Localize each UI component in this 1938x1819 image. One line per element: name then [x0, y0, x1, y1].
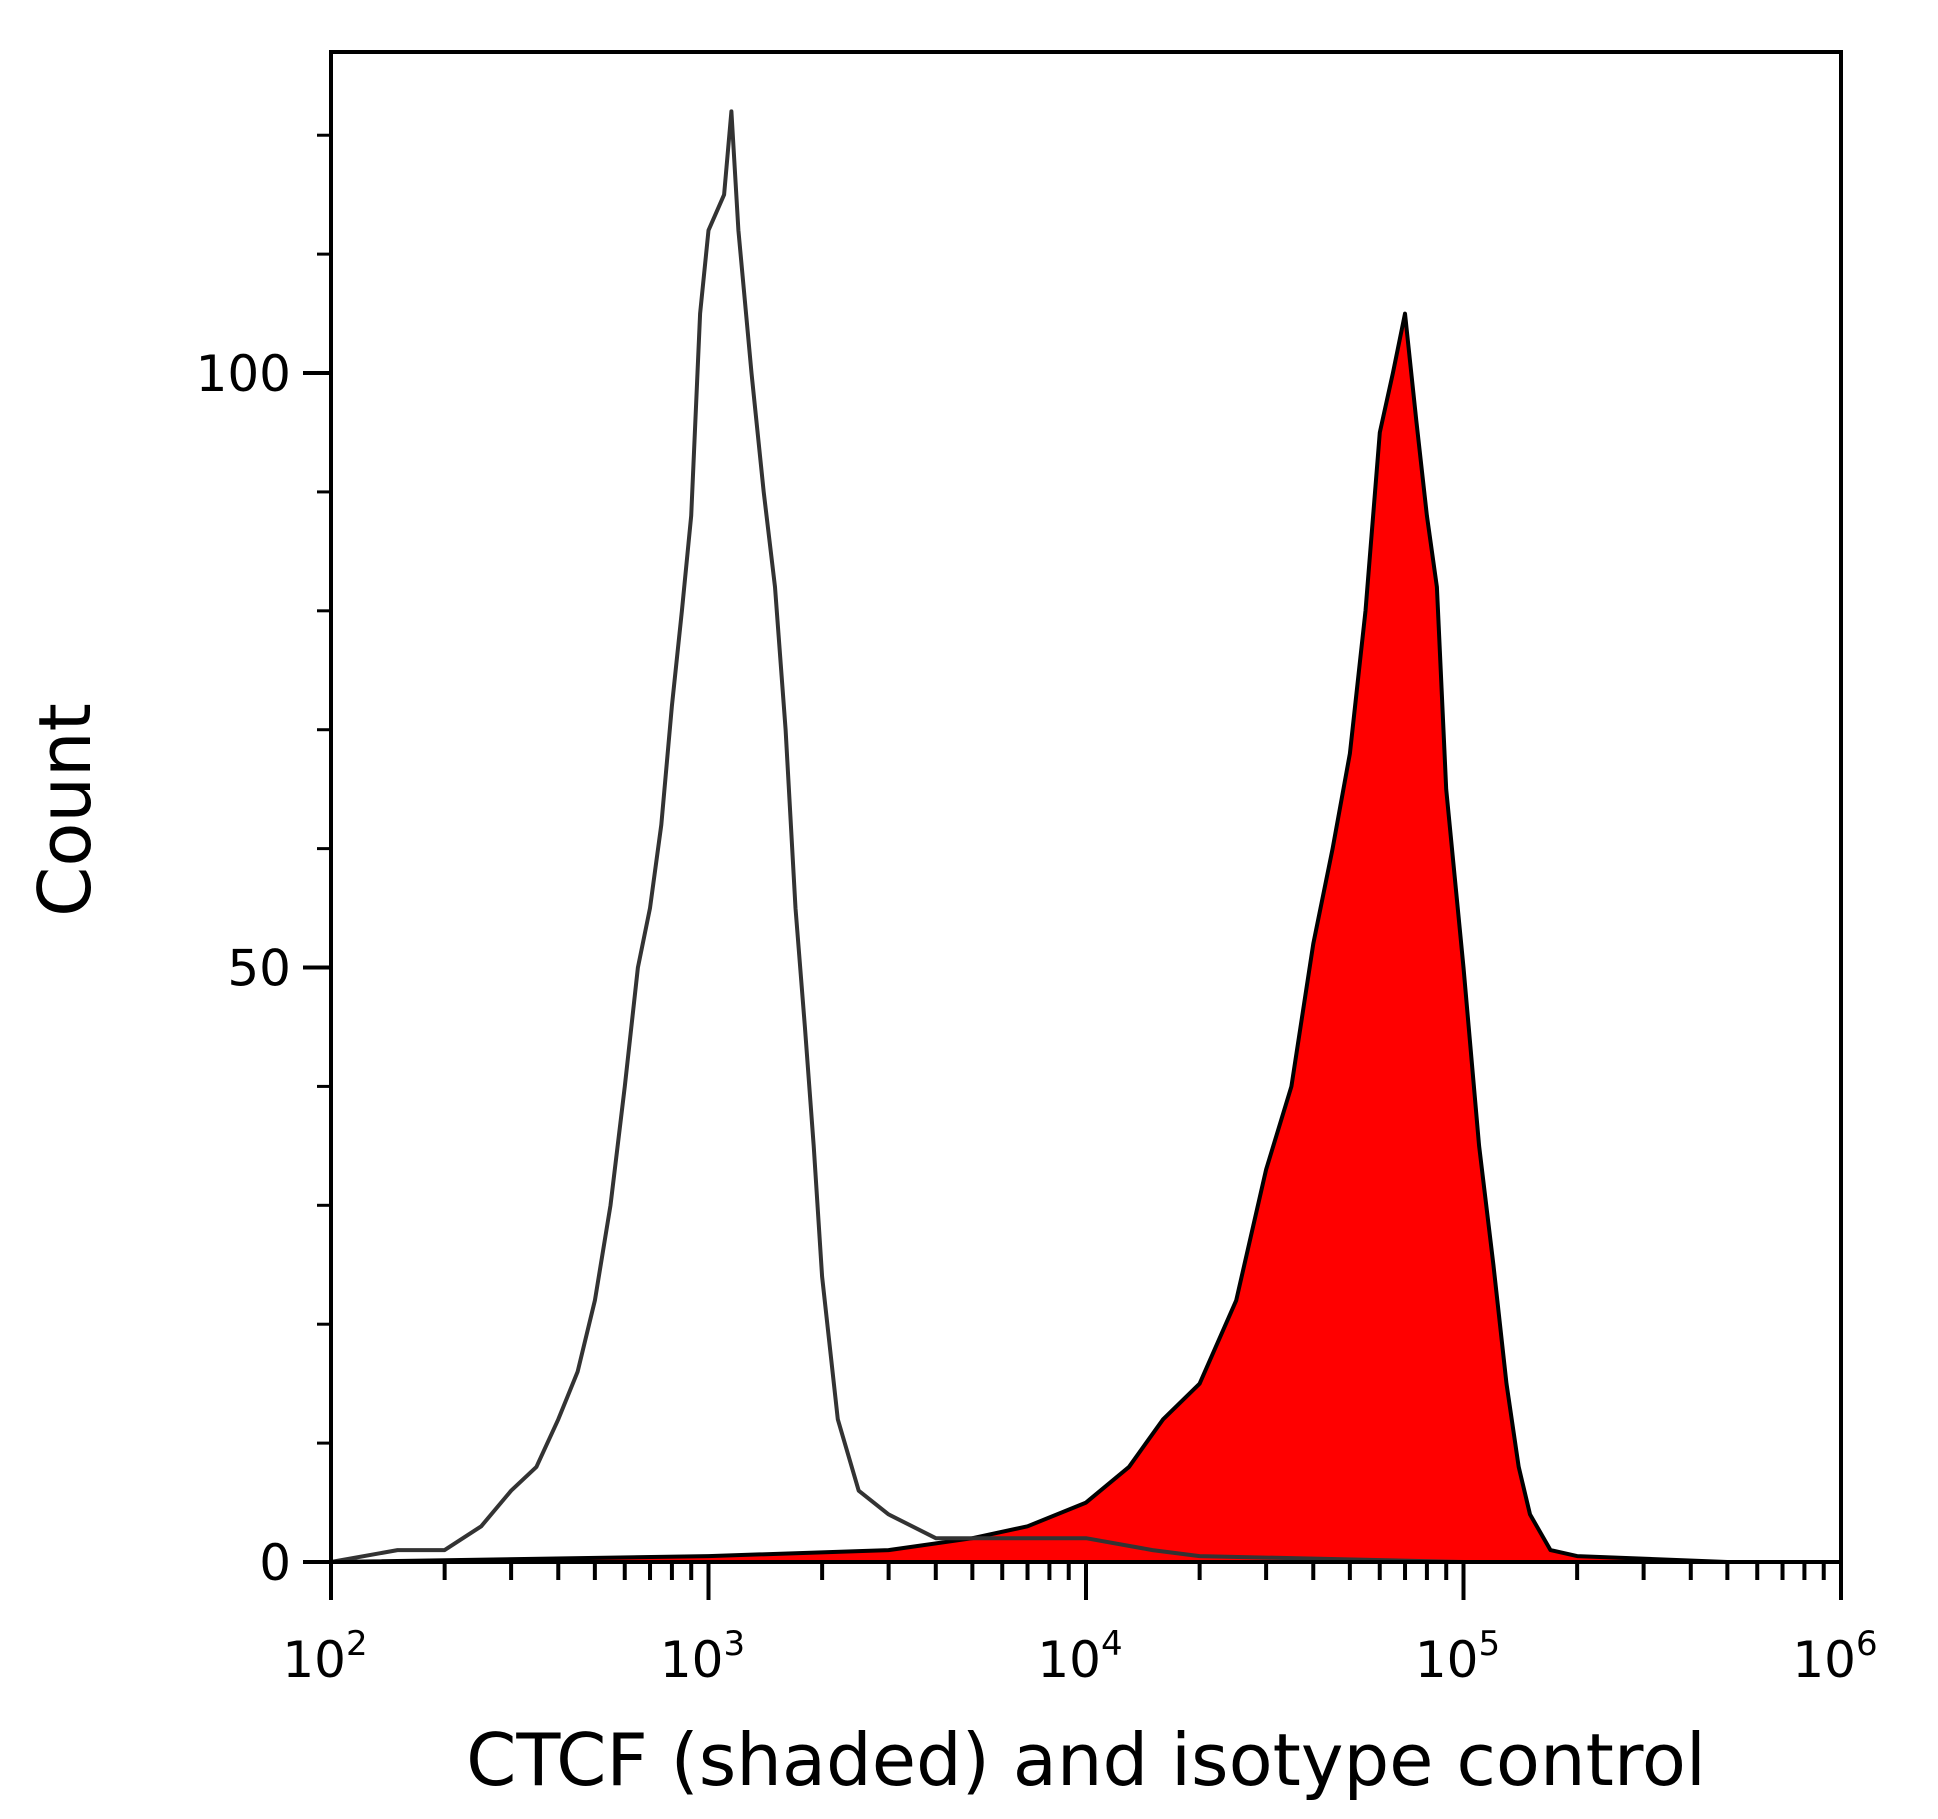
- axes-layer: 102 103 104 105 106 0 50 100: [196, 133, 1878, 1689]
- series-fill-ctcf: [331, 313, 1728, 1563]
- x-tick-label: 102: [282, 1624, 367, 1689]
- x-tick-label: 106: [1792, 1624, 1877, 1689]
- y-tick-label: 100: [196, 345, 291, 403]
- y-tick-label: 50: [227, 940, 291, 998]
- series-layer: [330, 109, 1728, 1564]
- x-tick-label: 104: [1037, 1624, 1122, 1689]
- plot-frame: [329, 50, 1843, 1564]
- y-tick-label: 0: [259, 1534, 291, 1592]
- series-line-ctcf: [330, 311, 1728, 1564]
- series-line-isotype-control: [330, 109, 1728, 1564]
- x-tick-label: 103: [660, 1624, 745, 1689]
- y-axis-title: Count: [23, 703, 107, 917]
- x-tick-label: 105: [1415, 1624, 1500, 1689]
- x-axis-title: CTCF (shaded) and isotype control: [466, 1718, 1706, 1802]
